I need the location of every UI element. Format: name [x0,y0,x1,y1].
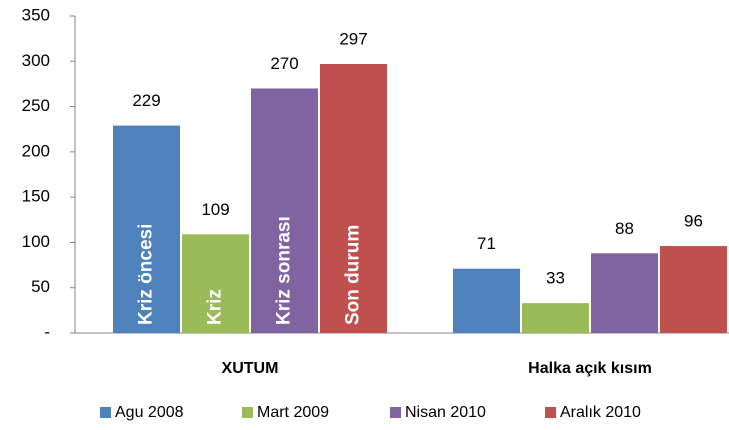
y-tick-label: - [44,322,50,341]
x-tick-label: XUTUM [222,360,279,377]
x-tick-label: Halka açık kısım [528,360,652,377]
bar [251,88,318,333]
bar-annotation: Kriz [205,289,226,325]
value-label: 229 [132,91,160,110]
bar [113,125,180,333]
y-tick-label: 100 [22,232,50,251]
y-tick-label: 150 [22,187,50,206]
bar [320,64,387,333]
y-tick-label: 250 [22,96,50,115]
y-tick-label: 300 [22,51,50,70]
bar-annotation: Kriz öncesi [136,224,157,325]
value-label: 297 [339,29,367,48]
bar [182,234,249,333]
y-tick-label: 50 [31,277,50,296]
legend-swatch [100,407,111,418]
bar [591,253,658,333]
value-label: 96 [684,212,703,231]
value-label: 71 [477,234,496,253]
legend-swatch [390,407,401,418]
value-label: 109 [201,200,229,219]
value-label: 33 [546,269,565,288]
bar [453,268,520,333]
legend-label: Nisan 2010 [405,404,486,421]
legend-label: Agu 2008 [115,404,184,421]
value-label: 88 [615,219,634,238]
legend-label: Mart 2009 [257,404,329,421]
legend-label: Aralık 2010 [560,404,641,421]
value-label: 270 [270,54,298,73]
legend-swatch [242,407,253,418]
y-tick-label: 350 [22,5,50,24]
legend-swatch [545,407,556,418]
y-tick-label: 200 [22,141,50,160]
bar [522,303,589,333]
bar-annotation: Kriz sonrası [274,216,295,325]
bar-annotation: Son durum [343,225,364,325]
bar [660,246,727,333]
